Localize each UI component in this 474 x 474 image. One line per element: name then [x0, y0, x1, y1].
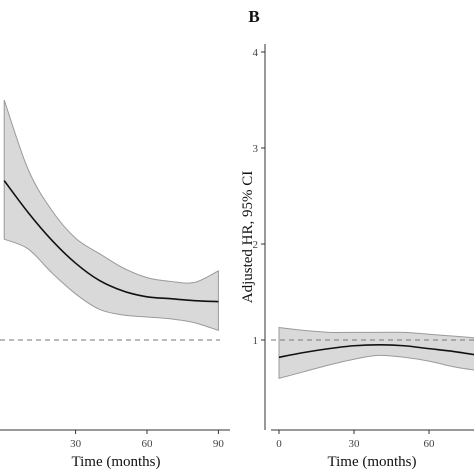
panel-a-x-axis-title: Time (months) [71, 454, 160, 470]
x-tick-label: 0 [276, 438, 282, 450]
panel-a-hr-curve [3, 180, 219, 303]
panel-b-x-ticks: 0 30 60 [276, 430, 435, 450]
x-tick-label: 30 [349, 438, 361, 450]
panel-b-x-axis-title: Time (months) [327, 454, 416, 470]
panel-b-hr-curve [278, 343, 474, 359]
panel-b: B Adjusted HR, 95% CI 1 2 3 4 0 30 60 Time (m… [240, 7, 474, 470]
x-tick-label: 60 [142, 438, 154, 450]
panel-b-y-axis-title: Adjusted HR, 95% CI [240, 171, 256, 304]
panel-b-letter: B [248, 7, 259, 26]
panel-a-ci-band [3, 99, 219, 332]
panel-a: 30 60 90 Time (months) [0, 99, 230, 470]
panel-b-ci-band [278, 326, 474, 380]
y-tick-label: 2 [253, 239, 259, 251]
y-tick-label: 4 [253, 47, 259, 59]
x-tick-label: 90 [213, 438, 225, 450]
y-tick-label: 1 [253, 335, 259, 347]
panel-b-y-ticks: 1 2 3 4 [253, 47, 265, 347]
y-tick-label: 3 [253, 143, 259, 155]
x-tick-label: 60 [424, 438, 436, 450]
panel-a-x-ticks: 30 60 90 [70, 430, 224, 450]
x-tick-label: 30 [70, 438, 82, 450]
